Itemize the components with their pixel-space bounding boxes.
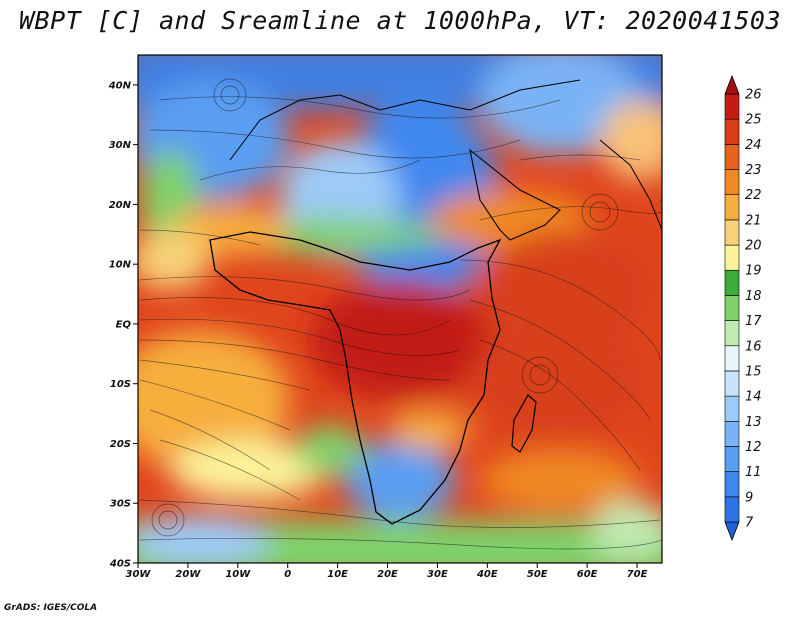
lat-tick-label: 10N <box>109 260 132 271</box>
circulation-eddies <box>151 78 619 537</box>
colorbar-swatch <box>724 420 740 447</box>
colorbar-swatch <box>724 194 740 221</box>
lon-tick-label: 20E <box>377 569 398 580</box>
latitude-axis: 40S 30S 20S 10S EQ 10N 20N 30N 40N <box>108 80 138 570</box>
lon-tick-label: 0 <box>284 569 291 580</box>
lon-tick-label: 20W <box>175 569 201 580</box>
lat-tick-label: 40S <box>109 559 131 570</box>
colorbar-label: 21 <box>745 213 762 228</box>
colorbar-label: 17 <box>745 314 762 329</box>
colorbar-swatch <box>724 320 740 347</box>
colorbar-label: 16 <box>745 339 762 354</box>
lon-tick-label: 30W <box>126 569 152 580</box>
colorbar-swatch <box>724 345 740 372</box>
colorbar-label: 24 <box>745 138 762 153</box>
lon-tick-label: 10E <box>327 569 348 580</box>
plot-frame <box>137 54 663 564</box>
grads-credit: GrADS: IGES/COLA <box>4 603 98 613</box>
colorbar-label: 12 <box>745 440 762 455</box>
colorbar-max-triangle <box>724 74 740 95</box>
lon-tick-label: 10W <box>225 569 251 580</box>
colorbar-swatch <box>724 446 740 472</box>
lat-tick-label: 20N <box>109 200 132 211</box>
colorbar-swatch <box>724 219 740 246</box>
colorbar-label: 14 <box>745 390 762 405</box>
lat-tick-label: 30S <box>110 499 131 510</box>
africa-coastline <box>209 231 502 525</box>
colorbar-label: 19 <box>745 264 762 279</box>
colorbar: 7 9 11 12 13 14 15 16 17 18 19 20 21 22 23 24 25 26 <box>724 74 762 542</box>
lat-tick-label: 30N <box>109 140 132 151</box>
colorbar-label: 13 <box>745 415 762 430</box>
lon-tick-label: 70E <box>627 569 648 580</box>
colorbar-label: 7 <box>745 516 754 531</box>
colorbar-label: 11 <box>745 465 762 480</box>
colorbar-label: 23 <box>745 163 762 178</box>
lon-tick-label: 30E <box>427 569 448 580</box>
colorbar-swatch <box>724 144 740 170</box>
colorbar-swatch <box>724 169 740 196</box>
colorbar-label: 18 <box>745 289 762 304</box>
map-title: WBPT [C] and Sreamline at 1000hPa, VT: 2… <box>18 6 781 35</box>
lat-tick-label: EQ <box>116 319 132 330</box>
colorbar-swatch <box>724 295 740 321</box>
colorbar-swatch <box>724 269 740 296</box>
colorbar-label: 9 <box>745 490 753 505</box>
india-coastline <box>599 139 662 231</box>
wbpt-field <box>138 55 662 563</box>
lat-tick-label: 40N <box>108 80 132 91</box>
colorbar-swatch <box>724 395 740 422</box>
colorbar-swatch <box>724 244 740 271</box>
lat-tick-label: 20S <box>110 439 131 450</box>
arabia-coastline <box>469 148 561 241</box>
lon-tick-label: 60E <box>577 569 598 580</box>
colorbar-swatch <box>724 496 740 523</box>
colorbar-label: 15 <box>745 364 762 379</box>
lon-tick-label: 40E <box>476 569 498 580</box>
colorbar-label: 25 <box>745 113 762 128</box>
lat-tick-label: 10S <box>110 379 131 390</box>
colorbar-swatch <box>724 118 740 145</box>
streamlines <box>139 96 662 550</box>
colorbar-min-triangle <box>724 521 740 542</box>
europe-coastline <box>229 79 581 161</box>
colorbar-swatch <box>724 370 740 397</box>
colorbar-label: 22 <box>745 188 762 203</box>
colorbar-swatch <box>724 93 740 120</box>
colorbar-swatch <box>724 471 740 498</box>
colorbar-label: 26 <box>745 88 762 103</box>
longitude-axis: 30W 20W 10W 0 10E 20E 30E 40E 50E 60E 70E <box>126 563 648 580</box>
colorbar-label: 20 <box>745 239 762 254</box>
madagascar-coastline <box>511 394 537 453</box>
lon-tick-label: 50E <box>527 569 548 580</box>
